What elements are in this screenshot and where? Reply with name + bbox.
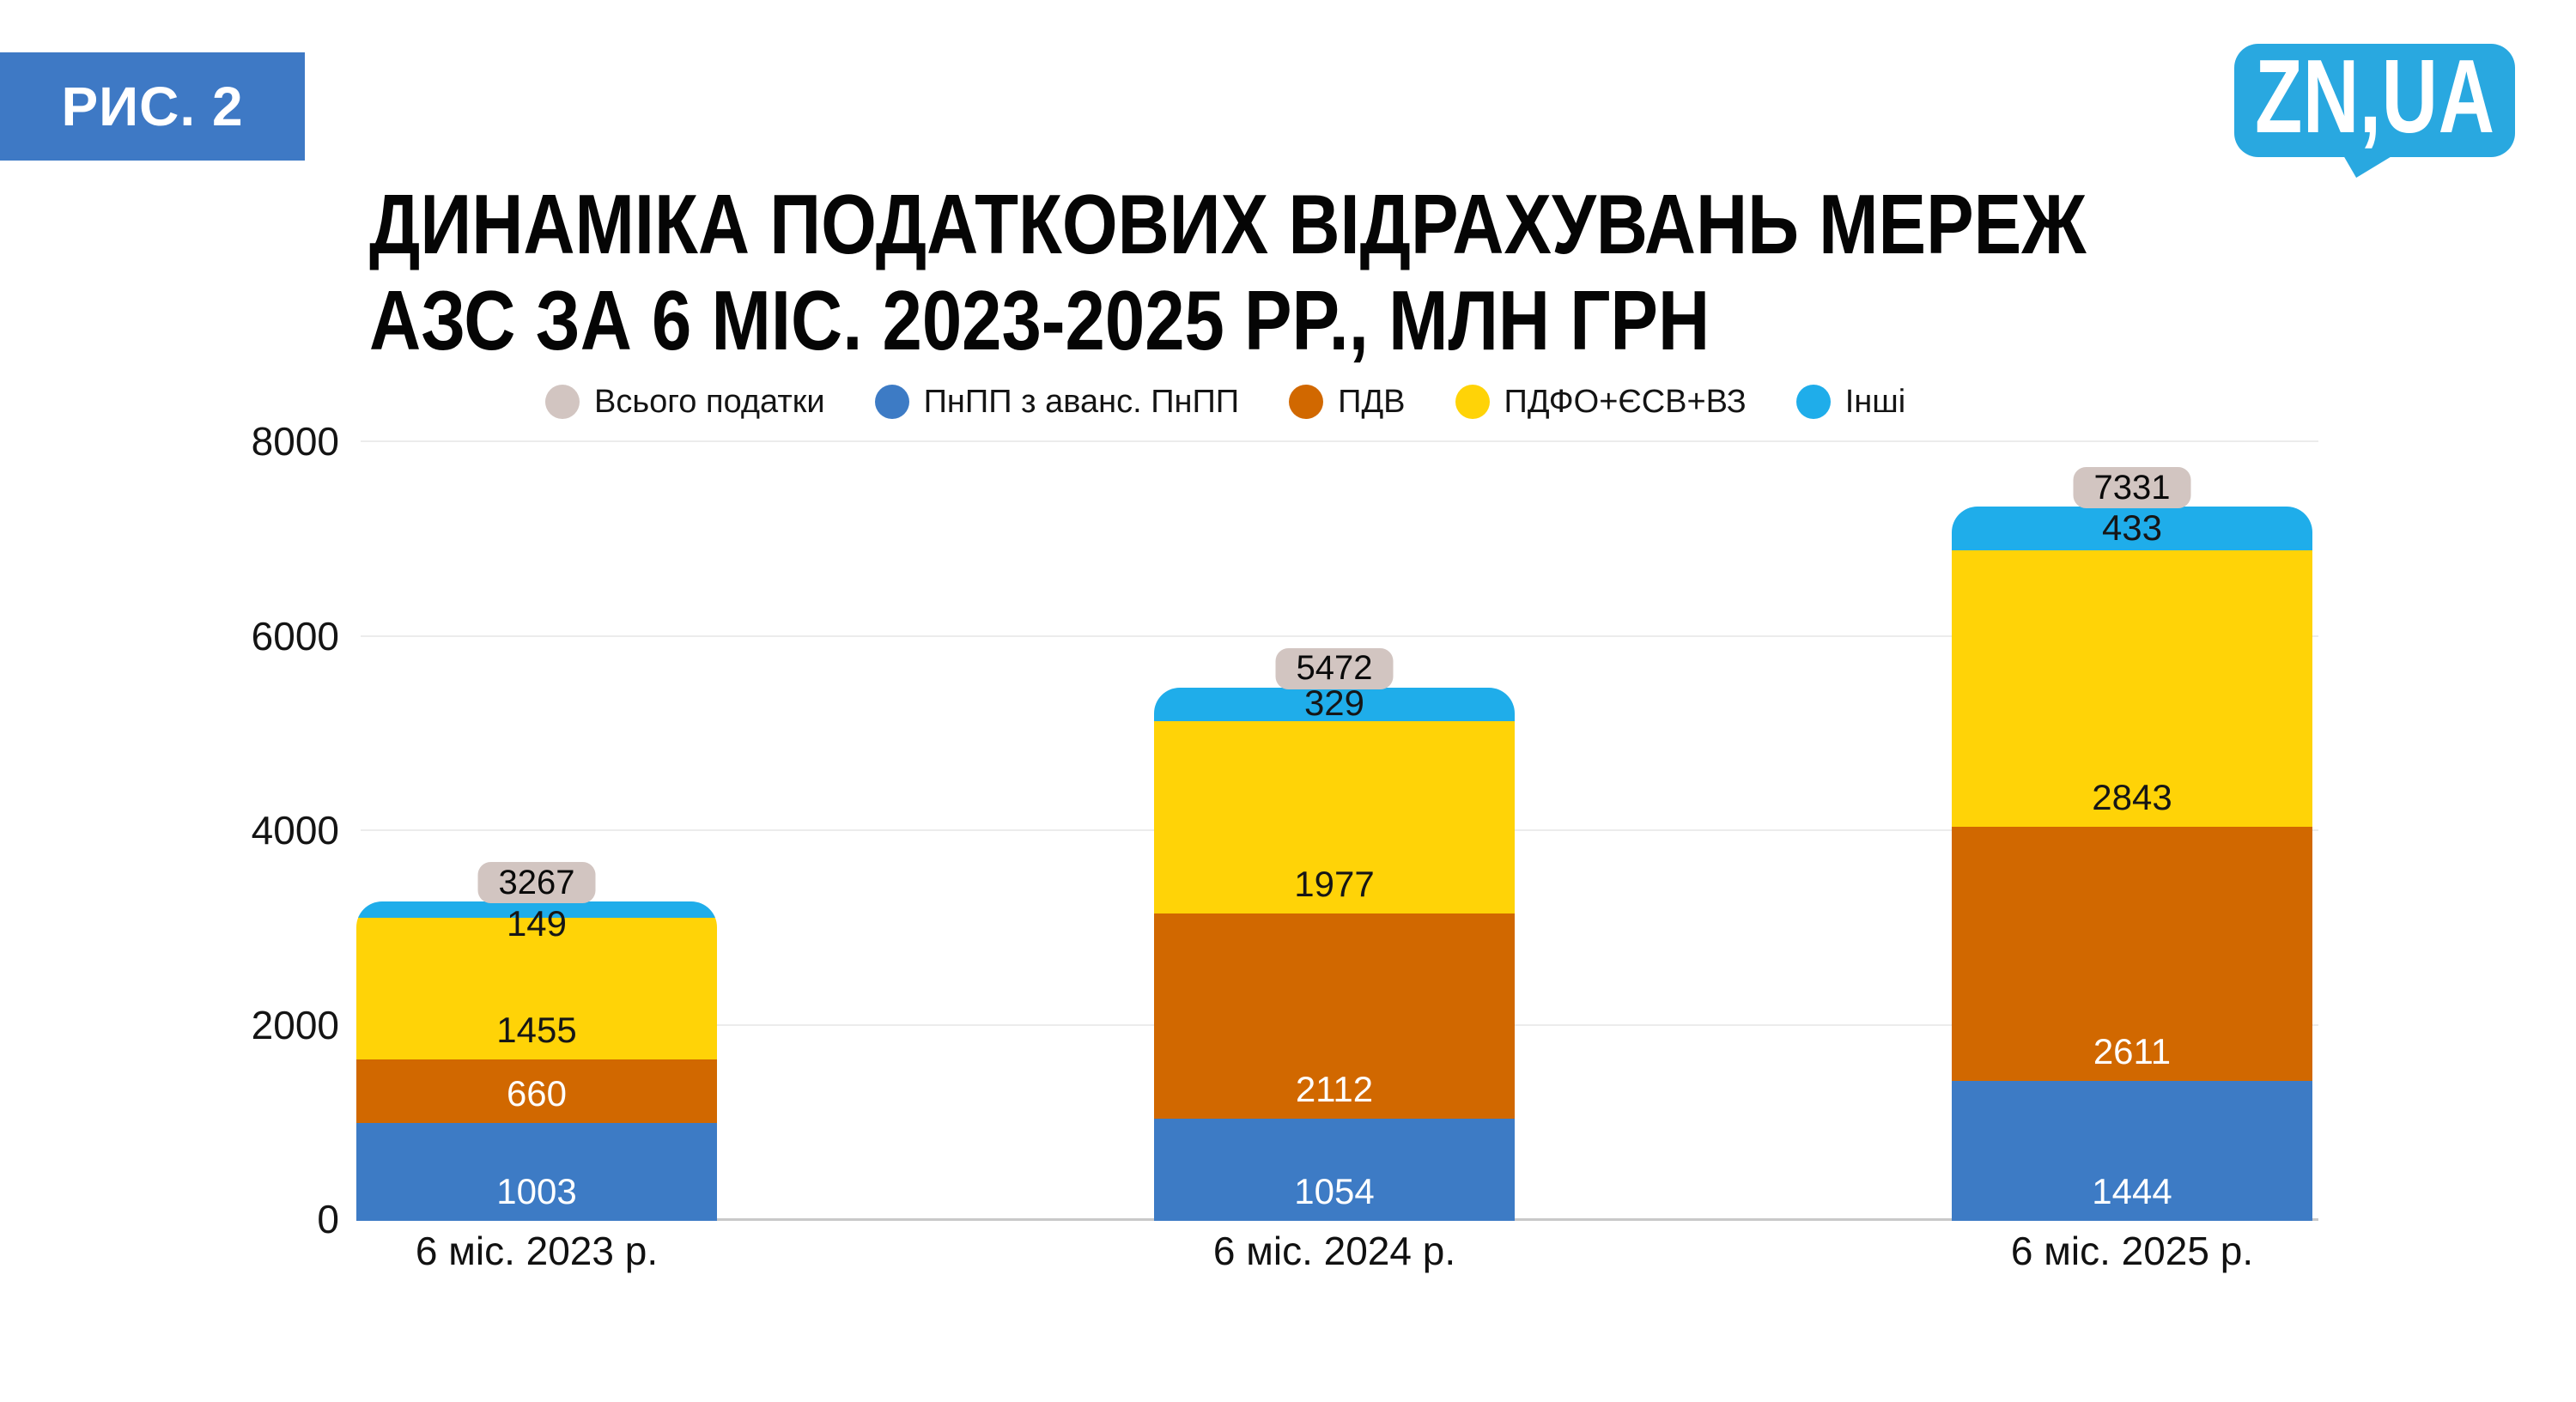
total-value-badge: 7331 xyxy=(2073,467,2191,509)
segment-value-label: 433 xyxy=(2101,507,2163,548)
total-value-badge: 3267 xyxy=(477,862,596,904)
segment-value-label: 1444 xyxy=(2092,1170,2172,1211)
x-axis-label: 6 міс. 2024 р. xyxy=(1212,1229,1456,1273)
segment-value-label: 2611 xyxy=(2093,1030,2172,1071)
bar-segment-ПДВ xyxy=(1154,911,1515,1119)
segment-value-label: 2843 xyxy=(2092,776,2172,817)
znua-logo: ZN,UA xyxy=(2234,38,2515,178)
y-axis-label: 6000 xyxy=(251,613,339,659)
bar-segment-ПДФО+ЄСВ+ВЗ xyxy=(1154,719,1515,913)
bar-segment-ПнПП з аванс. ПнПП xyxy=(1952,1078,2312,1221)
y-axis-label: 2000 xyxy=(251,1002,339,1047)
legend-label: ПДВ xyxy=(1338,384,1406,420)
legend-dot-icon xyxy=(545,385,580,419)
legend-dot-icon xyxy=(1289,385,1324,419)
legend-item: ПДФО+ЄСВ+ВЗ xyxy=(1455,385,1747,419)
bar-segment-ПнПП з аванс. ПнПП xyxy=(356,1121,717,1221)
legend-label: ПДФО+ЄСВ+ВЗ xyxy=(1504,384,1747,420)
bar-6 міс. 2023 р.: 1003 660 1455 149 xyxy=(356,901,717,1221)
legend-label: Інші xyxy=(1844,384,1906,420)
bar-segment-Інші xyxy=(356,901,717,919)
chart-legend: Всього податки ПнПП з аванс. ПнПП ПДВ ПДФО+… xyxy=(545,383,1905,421)
legend-dot-icon xyxy=(874,385,909,419)
y-axis-label: 4000 xyxy=(251,808,339,853)
x-axis-label: 6 міс. 2025 р. xyxy=(2010,1229,2254,1273)
y-axis-label: 8000 xyxy=(251,419,339,464)
legend-label: Всього податки xyxy=(594,384,825,420)
bar-segment-ПнПП з аванс. ПнПП xyxy=(1154,1116,1515,1221)
bar-segment-ПДФО+ЄСВ+ВЗ xyxy=(1952,549,2312,827)
gridline xyxy=(361,440,2318,443)
segment-value-label: 1003 xyxy=(496,1170,577,1211)
segment-value-label: 329 xyxy=(1303,687,1365,724)
znua-logo-text: ZN,UA xyxy=(2254,38,2495,155)
chart-title: ДИНАМІКА ПОДАТКОВИХ ВІДРАХУВАНЬ МЕРЕЖ АЗ… xyxy=(369,177,2087,367)
total-value-badge: 5472 xyxy=(1275,647,1394,689)
segment-value-label: 2112 xyxy=(1295,1068,1374,1109)
segment-value-label: 1455 xyxy=(496,1009,577,1050)
bar-segment-ПДФО+ЄСВ+ВЗ xyxy=(356,916,717,1059)
bar-6 міс. 2025 р.: 1444 2611 2843 433 xyxy=(1952,507,2312,1221)
segment-value-label: 660 xyxy=(506,1073,568,1114)
figure-badge: РИС. 2 xyxy=(0,52,305,161)
x-axis-label: 6 міс. 2023 р. xyxy=(415,1229,659,1273)
bar-6 міс. 2024 р.: 1054 2112 1977 329 xyxy=(1154,687,1515,1221)
bar-segment-ПДВ xyxy=(1952,824,2312,1081)
segment-value-label: 1977 xyxy=(1294,863,1375,904)
bar-segment-Інші xyxy=(1154,687,1515,721)
legend-label: ПнПП з аванс. ПнПП xyxy=(923,384,1240,420)
legend-dot-icon xyxy=(1795,385,1831,419)
segment-value-label: 149 xyxy=(506,903,568,944)
bar-segment-ПДВ xyxy=(356,1057,717,1124)
legend-item: Всього податки xyxy=(545,385,825,419)
figure-badge-label: РИС. 2 xyxy=(61,76,244,137)
gridline xyxy=(361,634,2318,637)
legend-item: Інші xyxy=(1795,384,1906,420)
bar-segment-Інші xyxy=(1952,507,2312,551)
legend-item: ПнПП з аванс. ПнПП xyxy=(874,384,1240,420)
legend-item: ПДВ xyxy=(1289,384,1406,420)
segment-value-label: 1054 xyxy=(1294,1170,1375,1211)
legend-dot-icon xyxy=(1455,385,1490,419)
y-axis-label: 0 xyxy=(317,1197,339,1241)
